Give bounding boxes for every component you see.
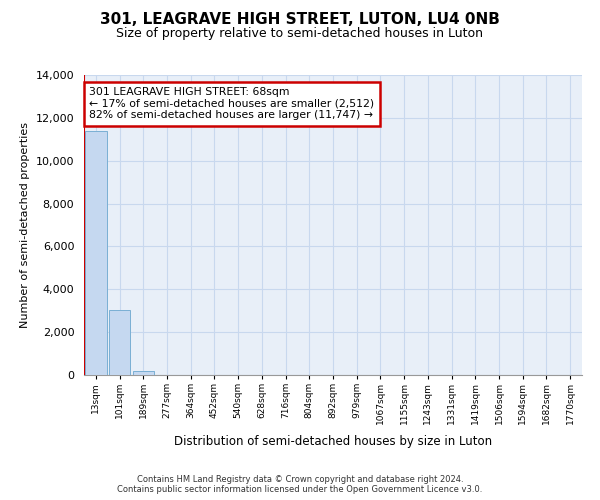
Text: 301, LEAGRAVE HIGH STREET, LUTON, LU4 0NB: 301, LEAGRAVE HIGH STREET, LUTON, LU4 0N… xyxy=(100,12,500,28)
Text: Contains HM Land Registry data © Crown copyright and database right 2024.
Contai: Contains HM Land Registry data © Crown c… xyxy=(118,474,482,494)
Text: 301 LEAGRAVE HIGH STREET: 68sqm
← 17% of semi-detached houses are smaller (2,512: 301 LEAGRAVE HIGH STREET: 68sqm ← 17% of… xyxy=(89,87,374,120)
Y-axis label: Number of semi-detached properties: Number of semi-detached properties xyxy=(20,122,30,328)
X-axis label: Distribution of semi-detached houses by size in Luton: Distribution of semi-detached houses by … xyxy=(174,435,492,448)
Text: Size of property relative to semi-detached houses in Luton: Size of property relative to semi-detach… xyxy=(116,28,484,40)
Bar xyxy=(85,130,107,375)
Bar xyxy=(133,371,154,375)
Bar xyxy=(109,310,130,375)
